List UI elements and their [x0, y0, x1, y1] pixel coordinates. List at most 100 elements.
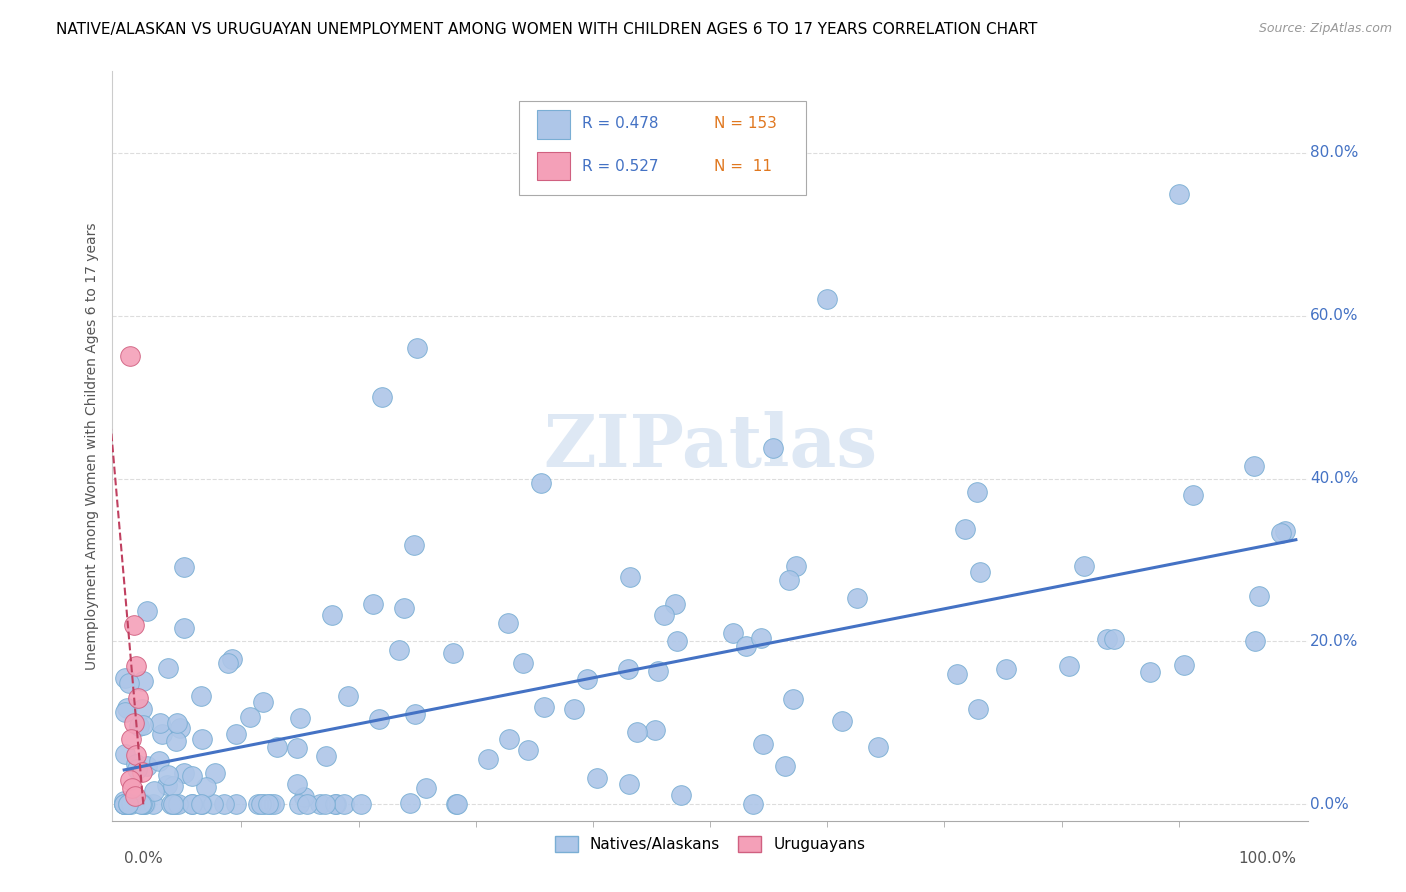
Bar: [537, 152, 571, 180]
Natives/Alaskans: [626, 724, 648, 739]
Uruguayans: [120, 772, 141, 787]
Natives/Alaskans: [190, 797, 212, 812]
Natives/Alaskans: [112, 794, 135, 808]
Natives/Alaskans: [530, 476, 553, 491]
Uruguayans: [131, 764, 153, 779]
Natives/Alaskans: [762, 441, 785, 455]
Natives/Alaskans: [190, 689, 212, 703]
Natives/Alaskans: [252, 695, 274, 709]
Natives/Alaskans: [404, 538, 426, 552]
Natives/Alaskans: [191, 732, 214, 747]
Natives/Alaskans: [221, 651, 243, 665]
Natives/Alaskans: [1173, 657, 1195, 672]
Natives/Alaskans: [247, 797, 270, 812]
Natives/Alaskans: [815, 293, 838, 307]
Natives/Alaskans: [136, 604, 159, 618]
Natives/Alaskans: [194, 780, 217, 794]
Natives/Alaskans: [446, 797, 468, 812]
Natives/Alaskans: [953, 522, 976, 536]
Natives/Alaskans: [132, 674, 155, 689]
Natives/Alaskans: [321, 608, 343, 623]
Natives/Alaskans: [831, 714, 853, 728]
Natives/Alaskans: [415, 780, 437, 795]
Natives/Alaskans: [586, 771, 609, 785]
Natives/Alaskans: [371, 390, 394, 404]
Natives/Alaskans: [131, 702, 153, 716]
Natives/Alaskans: [399, 796, 422, 810]
Natives/Alaskans: [749, 631, 772, 645]
Natives/Alaskans: [162, 797, 184, 812]
Natives/Alaskans: [782, 692, 804, 706]
Natives/Alaskans: [163, 797, 186, 812]
Natives/Alaskans: [404, 707, 426, 722]
Natives/Alaskans: [752, 737, 775, 751]
Natives/Alaskans: [735, 639, 758, 653]
Natives/Alaskans: [114, 671, 136, 685]
Natives/Alaskans: [117, 797, 139, 812]
Natives/Alaskans: [239, 709, 262, 723]
Natives/Alaskans: [1095, 632, 1118, 646]
Text: 60.0%: 60.0%: [1310, 309, 1358, 323]
Legend: Natives/Alaskans, Uruguayans: Natives/Alaskans, Uruguayans: [548, 830, 872, 858]
Text: ZIPatlas: ZIPatlas: [543, 410, 877, 482]
Natives/Alaskans: [845, 591, 868, 606]
Natives/Alaskans: [325, 797, 347, 812]
Natives/Alaskans: [368, 713, 391, 727]
Natives/Alaskans: [149, 716, 172, 731]
Natives/Alaskans: [773, 759, 796, 773]
Natives/Alaskans: [142, 797, 165, 812]
Natives/Alaskans: [225, 727, 247, 741]
Uruguayans: [127, 691, 149, 706]
Natives/Alaskans: [157, 768, 180, 782]
Natives/Alaskans: [134, 797, 156, 812]
Natives/Alaskans: [969, 565, 991, 579]
Uruguayans: [124, 789, 146, 804]
Text: R = 0.478: R = 0.478: [582, 116, 658, 131]
Natives/Alaskans: [995, 662, 1018, 676]
Natives/Alaskans: [125, 756, 148, 771]
Natives/Alaskans: [350, 797, 373, 812]
Natives/Alaskans: [308, 797, 330, 812]
Natives/Alaskans: [1270, 525, 1292, 540]
Natives/Alaskans: [225, 797, 247, 812]
Natives/Alaskans: [112, 797, 135, 812]
Natives/Alaskans: [150, 727, 173, 741]
Natives/Alaskans: [496, 615, 519, 630]
Natives/Alaskans: [517, 743, 540, 757]
Natives/Alaskans: [669, 788, 692, 802]
Natives/Alaskans: [288, 797, 311, 812]
Uruguayans: [122, 618, 145, 632]
Natives/Alaskans: [114, 797, 136, 812]
Natives/Alaskans: [125, 762, 148, 776]
Natives/Alaskans: [406, 341, 429, 355]
Natives/Alaskans: [295, 797, 318, 812]
Natives/Alaskans: [314, 797, 336, 812]
Natives/Alaskans: [114, 747, 136, 761]
Natives/Alaskans: [664, 597, 686, 611]
Natives/Alaskans: [257, 797, 280, 812]
Natives/Alaskans: [181, 797, 204, 812]
Natives/Alaskans: [129, 797, 152, 812]
Natives/Alaskans: [117, 797, 139, 812]
Bar: [537, 111, 571, 139]
Natives/Alaskans: [1243, 633, 1265, 648]
Text: 0.0%: 0.0%: [1310, 797, 1348, 812]
Natives/Alaskans: [166, 716, 188, 731]
Natives/Alaskans: [173, 559, 195, 574]
Natives/Alaskans: [114, 797, 136, 812]
Natives/Alaskans: [778, 573, 800, 587]
Text: 80.0%: 80.0%: [1310, 145, 1358, 161]
Natives/Alaskans: [1073, 559, 1095, 574]
Uruguayans: [120, 732, 142, 747]
Natives/Alaskans: [128, 719, 150, 733]
Natives/Alaskans: [112, 797, 135, 812]
Text: N = 153: N = 153: [714, 116, 776, 131]
Natives/Alaskans: [1182, 488, 1205, 502]
Natives/Alaskans: [190, 797, 212, 812]
Natives/Alaskans: [866, 740, 889, 755]
Natives/Alaskans: [387, 642, 409, 657]
Natives/Alaskans: [498, 732, 520, 747]
Natives/Alaskans: [131, 797, 153, 812]
Text: 100.0%: 100.0%: [1237, 851, 1296, 865]
Natives/Alaskans: [966, 484, 988, 499]
